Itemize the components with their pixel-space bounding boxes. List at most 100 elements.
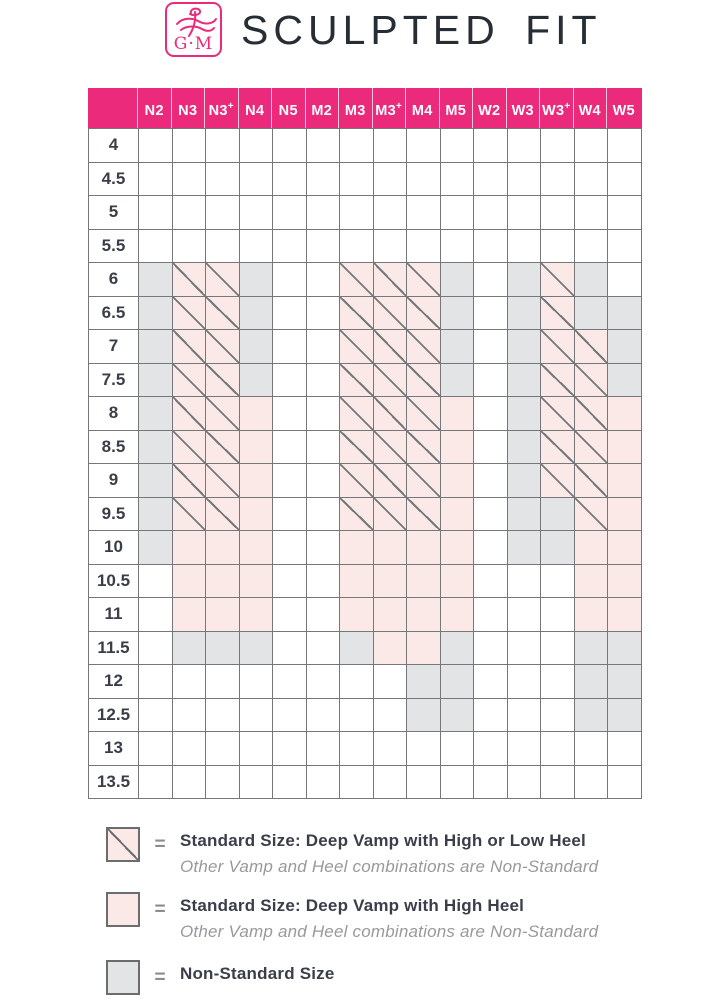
cell-empty [206, 229, 240, 263]
cell-empty [541, 631, 575, 665]
cell-empty [574, 162, 608, 196]
legend-equals: = [154, 899, 166, 920]
cell-empty [206, 129, 240, 163]
legend-item-non-standard: = Non-Standard Size [106, 960, 335, 995]
cell-standard-high-heel [608, 497, 642, 531]
cell-empty [306, 765, 340, 799]
cell-standard-high-or-low-heel [172, 296, 206, 330]
row-label-8.5: 8.5 [89, 430, 139, 464]
row-label-7: 7 [89, 330, 139, 364]
cell-standard-high-or-low-heel [574, 497, 608, 531]
cell-empty [340, 765, 374, 799]
cell-standard-high-or-low-heel [407, 430, 441, 464]
row-label-4.5: 4.5 [89, 162, 139, 196]
cell-standard-high-or-low-heel [206, 464, 240, 498]
cell-empty [608, 129, 642, 163]
cell-empty [273, 263, 307, 297]
cell-standard-high-or-low-heel [373, 430, 407, 464]
cell-non-standard [574, 631, 608, 665]
cell-empty [541, 732, 575, 766]
column-header-n3plus: N3 + [205, 88, 239, 128]
cell-empty [239, 732, 273, 766]
cell-non-standard [172, 631, 206, 665]
cell-empty [340, 698, 374, 732]
cell-empty [139, 631, 173, 665]
cell-empty [407, 129, 441, 163]
cell-empty [239, 129, 273, 163]
legend-item-standard-high-or-low-heel: = Standard Size: Deep Vamp with High or … [106, 827, 598, 877]
cell-standard-high-heel [440, 430, 474, 464]
cell-empty [507, 129, 541, 163]
cell-empty [407, 229, 441, 263]
cell-empty [608, 263, 642, 297]
legend-item-standard-high-heel: = Standard Size: Deep Vamp with High Hee… [106, 892, 598, 942]
brand-logo: G·M [165, 2, 222, 57]
cell-standard-high-or-low-heel [574, 363, 608, 397]
cell-empty [373, 229, 407, 263]
cell-standard-high-or-low-heel [541, 330, 575, 364]
cell-non-standard [206, 631, 240, 665]
cell-standard-high-or-low-heel [340, 430, 374, 464]
row-label-7.5: 7.5 [89, 363, 139, 397]
cell-empty [273, 430, 307, 464]
cell-empty [139, 665, 173, 699]
cell-non-standard [608, 330, 642, 364]
dancer-flourish-icon [176, 7, 217, 37]
cell-empty [440, 196, 474, 230]
cell-standard-high-heel [340, 531, 374, 565]
size-grid: 4 4.5 5 5.5 6 6.5 7 7.5 8 8.5 9 9.5 10 10.5 11 11.5 12 12… [88, 128, 642, 799]
cell-empty [373, 665, 407, 699]
cell-non-standard [507, 497, 541, 531]
cell-empty [507, 732, 541, 766]
cell-standard-high-heel [239, 464, 273, 498]
cell-empty [541, 665, 575, 699]
cell-non-standard [507, 531, 541, 565]
cell-empty [306, 430, 340, 464]
column-header-n4: N4 [239, 88, 272, 128]
cell-empty [273, 564, 307, 598]
cell-empty [239, 665, 273, 699]
cell-non-standard [139, 330, 173, 364]
cell-standard-high-or-low-heel [541, 464, 575, 498]
cell-non-standard [574, 698, 608, 732]
cell-standard-high-or-low-heel [574, 430, 608, 464]
cell-standard-high-or-low-heel [206, 363, 240, 397]
row-label-6.5: 6.5 [89, 296, 139, 330]
cell-empty [306, 330, 340, 364]
cell-standard-high-or-low-heel [206, 296, 240, 330]
row-label-12: 12 [89, 665, 139, 699]
cell-empty [172, 229, 206, 263]
cell-empty [206, 162, 240, 196]
cell-standard-high-heel [239, 598, 273, 632]
cell-empty [608, 765, 642, 799]
cell-non-standard [608, 698, 642, 732]
cell-empty [373, 732, 407, 766]
column-header-m4: M4 [406, 88, 440, 128]
header-corner [88, 88, 138, 128]
column-header-n5: N5 [272, 88, 306, 128]
cell-non-standard [139, 464, 173, 498]
cell-standard-high-or-low-heel [541, 397, 575, 431]
cell-empty [541, 598, 575, 632]
cell-empty [273, 765, 307, 799]
cell-empty [340, 129, 374, 163]
cell-empty [273, 296, 307, 330]
cell-empty [273, 631, 307, 665]
cell-non-standard [507, 363, 541, 397]
cell-non-standard [507, 464, 541, 498]
cell-empty [440, 732, 474, 766]
cell-empty [306, 564, 340, 598]
cell-non-standard [139, 397, 173, 431]
cell-empty [474, 564, 508, 598]
legend-title: Non-Standard Size [180, 964, 335, 983]
cell-empty [172, 665, 206, 699]
cell-empty [507, 665, 541, 699]
cell-empty [507, 631, 541, 665]
cell-empty [139, 162, 173, 196]
cell-standard-high-heel [574, 531, 608, 565]
cell-empty [273, 732, 307, 766]
cell-empty [306, 196, 340, 230]
cell-standard-high-heel [340, 598, 374, 632]
cell-standard-high-or-low-heel [172, 263, 206, 297]
cell-empty [172, 698, 206, 732]
